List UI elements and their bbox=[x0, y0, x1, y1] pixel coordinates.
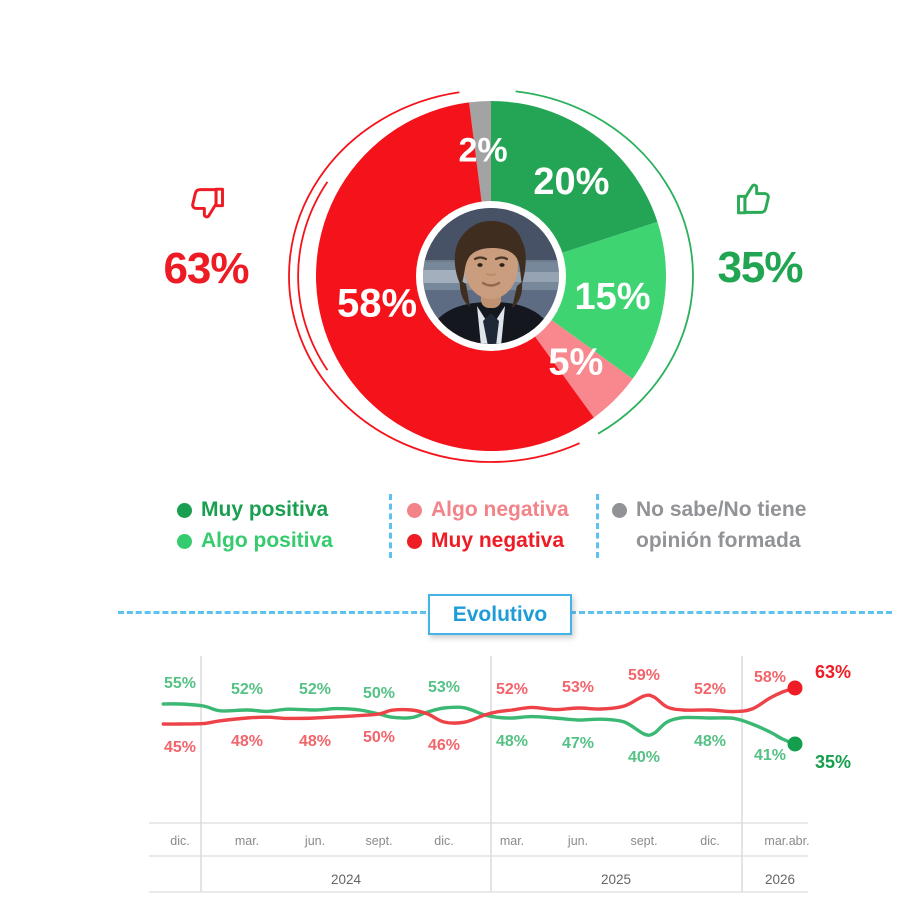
negative-value-label-0: 45% bbox=[164, 739, 196, 756]
positive-value-label-2: 52% bbox=[299, 681, 331, 698]
legend-divider-1 bbox=[389, 494, 392, 558]
legend-divider-2 bbox=[596, 494, 599, 558]
pie-segment-value-2: 15% bbox=[574, 276, 650, 318]
positive-final-label: 35% bbox=[815, 752, 851, 772]
month-label-0: dic. bbox=[170, 834, 189, 848]
negative-final-label: 63% bbox=[815, 662, 851, 682]
negative-value-label-3: 50% bbox=[363, 729, 395, 746]
month-label-9: mar.abr. bbox=[764, 834, 809, 848]
negative-value-label-7: 59% bbox=[628, 667, 660, 684]
month-label-6: jun. bbox=[567, 834, 588, 848]
pie-segment-value-4: 58% bbox=[337, 282, 417, 326]
evolutivo-dashed-line-right bbox=[570, 611, 892, 614]
negative-total: 63% bbox=[163, 244, 249, 293]
negative-value-label-6: 53% bbox=[562, 679, 594, 696]
positive-value-label-3: 50% bbox=[363, 685, 395, 702]
year-label-1: 2025 bbox=[601, 872, 631, 887]
milei-portrait bbox=[416, 201, 566, 351]
series-line-1 bbox=[161, 686, 797, 726]
donut-outer-ring-0 bbox=[515, 90, 694, 435]
legend-item-no-sabe: No sabe/No tiene bbox=[612, 497, 806, 523]
month-label-1: mar. bbox=[235, 834, 259, 848]
thumbs-down-icon bbox=[184, 180, 228, 229]
pie-segment-value-1: 20% bbox=[533, 161, 609, 203]
algo-negativa-label: Algo negativa bbox=[431, 498, 569, 521]
algo-positiva-label: Algo positiva bbox=[201, 529, 333, 552]
month-label-7: sept. bbox=[630, 834, 657, 848]
positive-value-label-6: 47% bbox=[562, 735, 594, 752]
evolutivo-button[interactable]: Evolutivo bbox=[428, 594, 572, 635]
positive-value-label-0: 55% bbox=[164, 675, 196, 692]
negative-value-label-9: 58% bbox=[754, 669, 786, 686]
approval-donut-chart: 2% 20% 15% 5% 58% bbox=[288, 90, 694, 463]
negative-value-label-2: 48% bbox=[299, 733, 331, 750]
year-label-2: 2026 bbox=[765, 872, 795, 887]
series-end-dot-1 bbox=[787, 680, 803, 696]
month-label-8: dic. bbox=[700, 834, 719, 848]
legend-item-no-sabe-line2: opinión formada bbox=[636, 528, 801, 554]
positive-value-label-7: 40% bbox=[628, 749, 660, 766]
positive-value-label-8: 48% bbox=[694, 733, 726, 750]
algo-positiva-dot bbox=[177, 533, 192, 549]
no-sabe-dot bbox=[612, 502, 627, 518]
legend-item-muy-positiva: Muy positiva bbox=[177, 497, 328, 523]
positive-value-label-1: 52% bbox=[231, 681, 263, 698]
negative-value-label-5: 52% bbox=[496, 681, 528, 698]
pie-segment-value-0: 2% bbox=[458, 131, 507, 169]
thumbs-up-icon bbox=[733, 178, 777, 227]
positive-total: 35% bbox=[717, 243, 803, 292]
legend-item-algo-positiva: Algo positiva bbox=[177, 528, 333, 554]
muy-negativa-label: Muy negativa bbox=[431, 529, 565, 552]
positive-value-label-9: 41% bbox=[754, 747, 786, 764]
year-label-0: 2024 bbox=[331, 872, 362, 887]
series-line-0 bbox=[161, 702, 797, 746]
month-label-5: mar. bbox=[500, 834, 524, 848]
muy-positiva-label: Muy positiva bbox=[201, 498, 329, 521]
evolutivo-dashed-line-left bbox=[118, 611, 426, 614]
series-end-dot-0 bbox=[787, 736, 803, 752]
no-sabe-label-line1: No sabe/No tiene bbox=[636, 498, 807, 521]
negative-value-label-8: 52% bbox=[694, 681, 726, 698]
legend-item-algo-negativa: Algo negativa bbox=[407, 497, 569, 523]
month-label-2: jun. bbox=[304, 834, 325, 848]
legend-item-muy-negativa: Muy negativa bbox=[407, 528, 564, 554]
evolution-line-chart: 55% 45% 52% 48% 52% 48% 50% 50% 53% 46% 48% 52% 47% 5… bbox=[149, 656, 851, 893]
no-sabe-label-line2: opinión formada bbox=[636, 529, 801, 552]
month-label-3: sept. bbox=[365, 834, 392, 848]
donut-outer-ring-2 bbox=[297, 181, 329, 371]
muy-positiva-dot bbox=[177, 502, 192, 518]
month-label-4: dic. bbox=[434, 834, 453, 848]
pie-segment-2 bbox=[491, 221, 666, 379]
algo-negativa-dot bbox=[407, 502, 422, 518]
donut-outer-ring-1 bbox=[288, 91, 580, 463]
muy-negativa-dot bbox=[407, 533, 422, 549]
negative-value-label-1: 48% bbox=[231, 733, 263, 750]
pie-segment-value-3: 5% bbox=[548, 342, 603, 384]
negative-value-label-4: 46% bbox=[428, 737, 460, 754]
positive-value-label-5: 48% bbox=[496, 733, 528, 750]
positive-value-label-4: 53% bbox=[428, 679, 460, 696]
evolutivo-label: Evolutivo bbox=[452, 602, 548, 626]
